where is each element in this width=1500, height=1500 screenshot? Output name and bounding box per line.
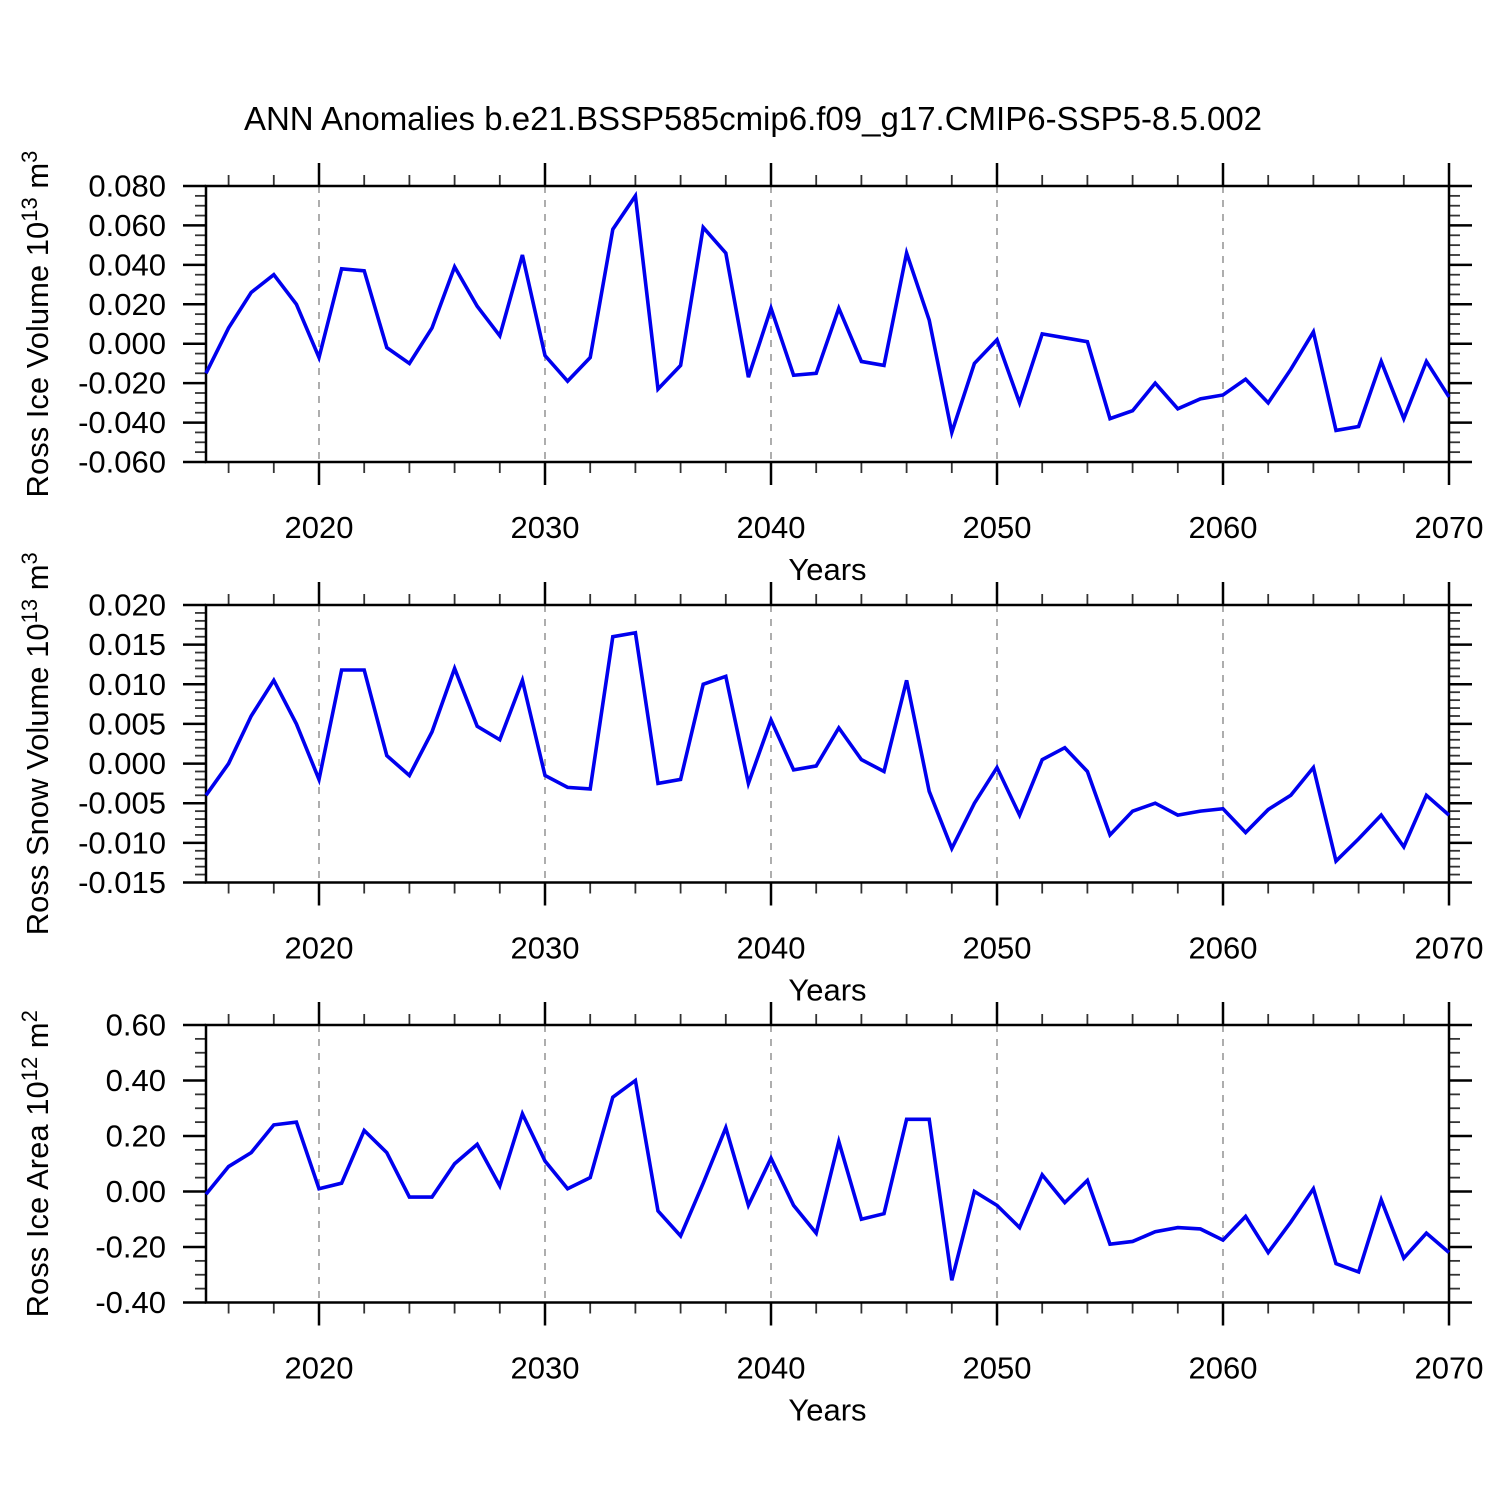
x-axis-title: Years — [788, 973, 866, 1008]
y-tick-label: -0.060 — [78, 445, 166, 480]
series-line — [204, 190, 1451, 440]
y-tick-label: 0.010 — [88, 667, 166, 702]
y-tick-label: 0.000 — [88, 326, 166, 361]
y-axis-title-text: Ross Ice Volume 10 — [20, 222, 55, 498]
y-tick-label: -0.020 — [78, 366, 166, 401]
x-tick-label: 2020 — [285, 1351, 354, 1386]
y-tick-label: -0.015 — [78, 865, 166, 900]
x-tick-label: 2070 — [1415, 1351, 1484, 1386]
y-tick-label: -0.20 — [95, 1230, 166, 1265]
x-tick-label: 2020 — [285, 510, 354, 545]
y-tick-label: 0.060 — [88, 208, 166, 243]
x-tick-label: 2040 — [737, 1351, 806, 1386]
panel-ice-area: Ross Ice Area 1012 m2 Years 2020 2030 2040… — [17, 1002, 1483, 1428]
y-tick-label: -0.040 — [78, 405, 166, 440]
x-tick-label: 2030 — [511, 931, 580, 966]
y-tick-label: -0.010 — [78, 825, 166, 860]
y-axis-title-unit-exponent: 3 — [17, 151, 42, 163]
y-axis-title-unit: m — [20, 163, 55, 197]
y-tick-label: 0.60 — [106, 1008, 166, 1043]
y-tick-label: -0.40 — [95, 1285, 166, 1320]
y-tick-label: 0.005 — [88, 706, 166, 741]
y-axis-title: Ross Ice Area 1012 m2 — [17, 1010, 55, 1317]
y-tick-label: 0.040 — [88, 247, 166, 282]
y-axis-title-exponent: 13 — [17, 197, 42, 221]
plot-frame — [204, 603, 1451, 884]
y-axis-title-exponent: 12 — [17, 1057, 42, 1081]
y-axis-title-text: Ross Ice Area 10 — [20, 1081, 55, 1317]
y-tick-label: 0.020 — [88, 588, 166, 623]
x-axis-title: Years — [788, 1393, 866, 1428]
y-tick-label: 0.000 — [88, 746, 166, 781]
series-line — [204, 630, 1451, 865]
x-tick-label: 2040 — [737, 510, 806, 545]
panel-ice-volume: Ross Ice Volume 1013 m3 Years 2020 2030 20… — [17, 151, 1483, 587]
x-tick-label: 2060 — [1189, 1351, 1258, 1386]
y-tick-label: -0.005 — [78, 786, 166, 821]
panel-snow-volume: Ross Snow Volume 1013 m3 Years 2020 2030 2… — [17, 552, 1483, 1007]
x-tick-label: 2020 — [285, 931, 354, 966]
x-tick-label: 2050 — [963, 1351, 1032, 1386]
y-axis-title-unit: m — [20, 564, 55, 598]
x-tick-label: 2050 — [963, 931, 1032, 966]
y-axis-title-unit: m — [20, 1022, 55, 1056]
x-tick-label: 2040 — [737, 931, 806, 966]
x-tick-label: 2050 — [963, 510, 1032, 545]
chart-title: ANN Anomalies b.e21.BSSP585cmip6.f09_g17… — [244, 100, 1262, 137]
x-tick-label: 2070 — [1415, 510, 1484, 545]
plot-frame — [204, 1023, 1451, 1304]
y-axis-title-exponent: 13 — [17, 599, 42, 623]
plot-frame — [204, 184, 1451, 464]
y-tick-label: 0.020 — [88, 287, 166, 322]
x-tick-label: 2030 — [511, 510, 580, 545]
series-line — [204, 1077, 1451, 1281]
y-tick-label: 0.00 — [106, 1174, 166, 1209]
x-tick-label: 2030 — [511, 1351, 580, 1386]
y-tick-label: 0.080 — [88, 169, 166, 204]
x-tick-label: 2060 — [1189, 510, 1258, 545]
y-axis-title-text: Ross Snow Volume 10 — [20, 623, 55, 935]
x-tick-label: 2070 — [1415, 931, 1484, 966]
y-axis-title: Ross Snow Volume 1013 m3 — [17, 552, 55, 935]
y-tick-label: 0.015 — [88, 627, 166, 662]
y-tick-label: 0.20 — [106, 1119, 166, 1154]
x-axis-title: Years — [788, 552, 866, 587]
x-tick-label: 2060 — [1189, 931, 1258, 966]
y-axis-title: Ross Ice Volume 1013 m3 — [17, 151, 55, 498]
y-axis-title-unit-exponent: 2 — [17, 1010, 42, 1022]
y-tick-label: 0.40 — [106, 1063, 166, 1098]
y-axis-title-unit-exponent: 3 — [17, 552, 42, 564]
